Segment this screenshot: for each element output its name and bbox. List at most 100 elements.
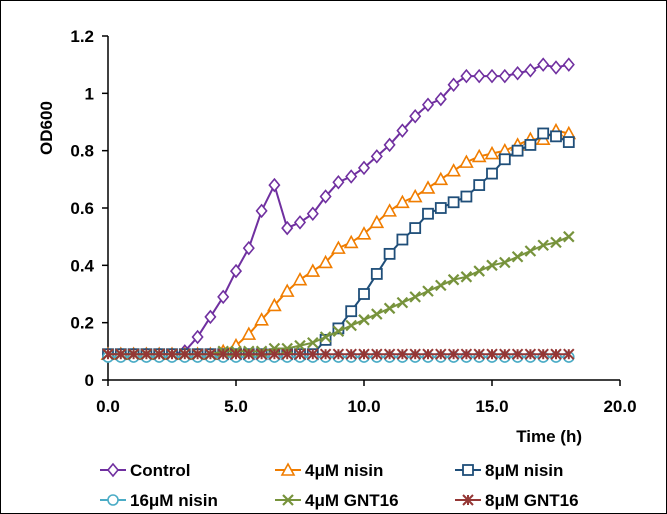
data-point-8um-gnt16 bbox=[243, 348, 255, 360]
data-point-control bbox=[332, 174, 345, 190]
series-control bbox=[101, 57, 575, 362]
data-point-control bbox=[383, 137, 396, 153]
data-point-8um-nisin bbox=[345, 305, 358, 318]
data-point-control bbox=[473, 68, 486, 84]
legend-label: Control bbox=[130, 461, 190, 480]
data-point-4um-gnt16 bbox=[396, 296, 409, 309]
legend-item-8um-nisin: 8μM nisin bbox=[455, 461, 563, 480]
data-point-8um-gnt16 bbox=[422, 348, 434, 360]
data-point-8um-gnt16 bbox=[140, 348, 153, 360]
data-point-control bbox=[511, 66, 524, 81]
data-point-control bbox=[191, 329, 204, 345]
data-point-8um-gnt16 bbox=[179, 348, 191, 360]
data-point-4um-nisin bbox=[369, 214, 385, 229]
data-point-8um-gnt16 bbox=[166, 348, 178, 360]
data-point-8um-gnt16 bbox=[230, 348, 242, 360]
marker-stroke bbox=[319, 331, 332, 343]
data-point-8um-gnt16 bbox=[307, 348, 319, 360]
data-point-8um-gnt16 bbox=[409, 348, 421, 360]
data-point-8um-gnt16 bbox=[435, 348, 447, 360]
data-point-8um-nisin bbox=[486, 167, 498, 180]
data-point-control bbox=[370, 149, 383, 164]
data-point-control bbox=[562, 57, 575, 72]
series-4um-nisin bbox=[100, 122, 577, 361]
legend: Control 4μM nisin 8μM nisin 16μM nisin 4μM G… bbox=[100, 461, 579, 510]
legend-item-4um-nisin: 4μM nisin bbox=[275, 461, 383, 480]
marker-stroke bbox=[537, 239, 549, 252]
x-tick-label: 10.0 bbox=[347, 397, 380, 416]
data-point-control bbox=[204, 309, 217, 325]
marker-stroke bbox=[307, 336, 319, 349]
y-tick-label: 1.2 bbox=[70, 27, 94, 46]
y-axis-title: OD600 bbox=[37, 101, 56, 155]
data-point-control bbox=[524, 63, 537, 78]
legend-label: 4μM nisin bbox=[305, 461, 383, 480]
x-tick-label: 20.0 bbox=[603, 397, 636, 416]
data-point-control bbox=[217, 289, 230, 305]
marker-stroke bbox=[422, 285, 434, 297]
data-point-4um-gnt16 bbox=[358, 314, 370, 326]
y-tick-label: 1 bbox=[85, 84, 94, 103]
data-point-control bbox=[460, 68, 473, 84]
marker-stroke bbox=[563, 230, 575, 243]
data-point-4um-gnt16 bbox=[371, 308, 383, 320]
data-point-8um-gnt16 bbox=[371, 348, 383, 360]
data-point-control bbox=[293, 215, 307, 230]
data-point-8um-nisin bbox=[498, 153, 511, 166]
marker-stroke bbox=[473, 265, 485, 277]
legend-label: 16μM nisin bbox=[130, 491, 218, 510]
marker-stroke bbox=[486, 259, 498, 272]
data-point-8um-nisin bbox=[422, 207, 434, 220]
y-tick-label: 0 bbox=[85, 371, 94, 390]
legend-item-4um-gnt16: 4μM GNT16 bbox=[275, 491, 399, 510]
legend-label: 4μM GNT16 bbox=[305, 491, 399, 510]
data-point-4um-nisin bbox=[331, 240, 346, 254]
series-line-4um-gnt16 bbox=[108, 235, 570, 356]
data-point-8um-nisin bbox=[409, 222, 422, 234]
legend-item-8um-gnt16: 8μM GNT16 bbox=[455, 491, 579, 510]
marker-stroke bbox=[499, 256, 511, 269]
data-point-8um-gnt16 bbox=[115, 348, 127, 360]
legend-item-control: Control bbox=[100, 461, 190, 480]
data-point-4um-nisin bbox=[254, 312, 269, 326]
data-point-4um-gnt16 bbox=[524, 245, 537, 257]
data-point-8um-nisin bbox=[562, 136, 575, 148]
data-point-4um-gnt16 bbox=[511, 250, 524, 263]
data-point-4um-gnt16 bbox=[563, 230, 575, 243]
data-point-control bbox=[434, 91, 447, 107]
data-point-8um-gnt16 bbox=[447, 348, 460, 360]
series-8um-gnt16 bbox=[102, 348, 575, 360]
marker-stroke bbox=[371, 308, 383, 320]
legend-marker bbox=[462, 464, 474, 476]
data-point-control bbox=[319, 189, 332, 204]
y-tick-label: 0.4 bbox=[70, 256, 94, 275]
data-point-control bbox=[537, 57, 550, 72]
data-point-control bbox=[255, 203, 268, 219]
data-point-4um-nisin bbox=[484, 145, 500, 160]
data-point-4um-gnt16 bbox=[435, 279, 447, 292]
y-tick-label: 0.8 bbox=[70, 142, 94, 161]
data-point-4um-gnt16 bbox=[537, 239, 549, 252]
data-point-8um-gnt16 bbox=[102, 348, 114, 360]
data-point-8um-nisin bbox=[511, 144, 524, 157]
data-point-8um-gnt16 bbox=[537, 348, 549, 360]
marker-stroke bbox=[282, 494, 294, 506]
data-point-8um-gnt16 bbox=[473, 348, 485, 360]
series-layer bbox=[100, 57, 577, 363]
x-tick-label: 5.0 bbox=[224, 397, 248, 416]
data-point-4um-nisin bbox=[395, 194, 410, 209]
x-tick-label: 15.0 bbox=[475, 397, 508, 416]
marker-stroke bbox=[358, 314, 370, 326]
data-point-8um-nisin bbox=[358, 288, 370, 300]
data-point-8um-nisin bbox=[383, 247, 396, 260]
data-point-control bbox=[345, 169, 358, 184]
data-point-8um-gnt16 bbox=[486, 348, 498, 360]
data-point-8um-gnt16 bbox=[191, 348, 204, 360]
data-point-8um-gnt16 bbox=[294, 348, 306, 360]
data-point-4um-nisin bbox=[407, 188, 423, 203]
data-point-control bbox=[306, 206, 319, 221]
data-point-8um-nisin bbox=[447, 196, 460, 209]
data-point-8um-gnt16 bbox=[204, 348, 217, 360]
data-point-4um-gnt16 bbox=[332, 325, 345, 338]
